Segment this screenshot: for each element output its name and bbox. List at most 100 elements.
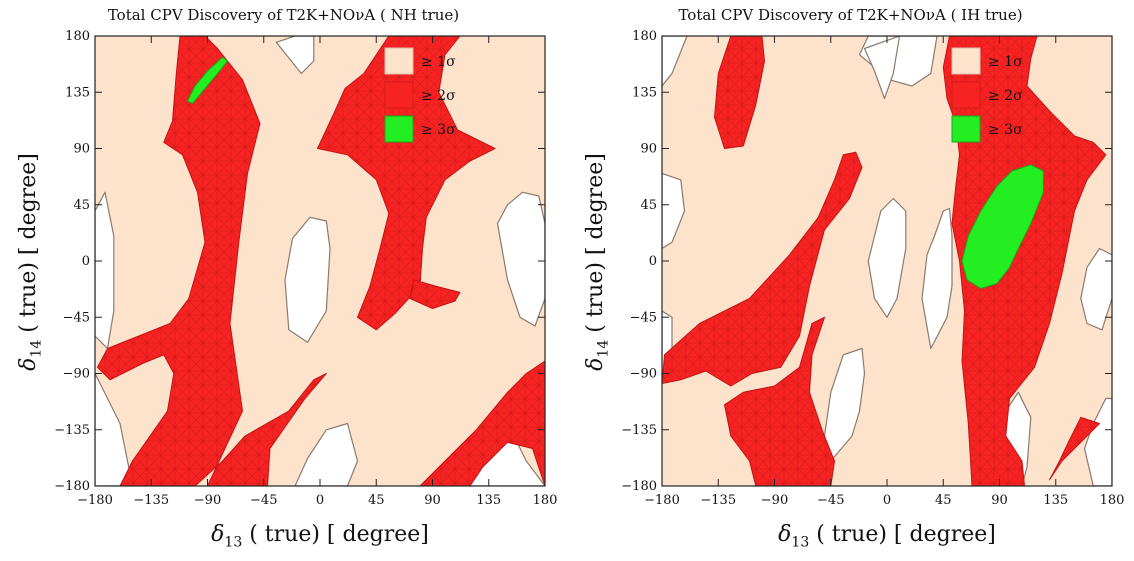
legend-label: ≥ 2σ: [988, 88, 1023, 104]
contour-plot-ih: −180 −135 −90 −45 0 45 90 135 180 −180 −135 −90 −45 0…: [621, 29, 1124, 508]
y-tick-label: 0: [82, 254, 90, 269]
axis-ticks: −180 −135 −90 −45 0 45 90 135 180 −180 −135 −90 −45 0…: [621, 29, 1124, 508]
x-tick-label: 135: [1043, 493, 1068, 508]
x-axis-subscript: 13: [791, 534, 810, 551]
contour-regions: [95, 36, 545, 486]
region-below-1sigma: [662, 172, 686, 250]
region-2sigma: [97, 36, 327, 486]
region-below-1sigma: [1080, 247, 1112, 331]
x-tick-label: −135: [133, 493, 169, 508]
x-axis-symbol: δ: [211, 522, 225, 547]
y-tick-label: −180: [621, 479, 657, 494]
y-tick-label: −135: [54, 423, 90, 438]
y-tick-label: −90: [63, 367, 90, 382]
x-axis-text: ( true) [ degree]: [809, 522, 996, 547]
x-axis-label-nh: δ13 ( true) [ degree]: [95, 522, 545, 550]
region-below-1sigma: [275, 36, 315, 75]
x-axis-text: ( true) [ degree]: [242, 522, 429, 547]
region-2sigma: [1049, 416, 1100, 481]
y-tick-label: 45: [640, 198, 657, 213]
legend-swatch: [384, 81, 414, 109]
x-tick-label: 45: [935, 493, 952, 508]
legend-swatch: [951, 47, 981, 75]
y-axis-subscript: 14: [595, 339, 612, 358]
legend-swatch: [951, 115, 981, 143]
y-tick-label: −180: [54, 479, 90, 494]
region-2sigma: [942, 36, 1107, 486]
y-axis-symbol: δ: [583, 357, 608, 371]
legend: ≥ 1σ ≥ 2σ ≥ 3σ: [384, 47, 456, 143]
contour-regions: [662, 36, 1112, 486]
y-tick-label: 90: [640, 142, 657, 157]
panel-ih: Total CPV Discovery of T2K+NOνA ( IH tru…: [567, 0, 1134, 561]
region-below-1sigma: [284, 216, 331, 343]
region-3sigma: [187, 56, 228, 104]
x-tick-label: −90: [761, 493, 788, 508]
legend-label: ≥ 1σ: [421, 54, 456, 70]
region-below-1sigma: [863, 36, 901, 100]
x-tick-label: 90: [424, 493, 441, 508]
contour-plot-nh: −180 −135 −90 −45 0 45 90 135 180 −180 −135 −90 −45 0…: [54, 29, 557, 508]
chart-title-nh: Total CPV Discovery of T2K+NOνA ( NH tru…: [107, 6, 460, 24]
y-tick-label: 180: [65, 29, 90, 44]
x-tick-label: −180: [77, 493, 113, 508]
legend-label: ≥ 3σ: [988, 122, 1023, 138]
legend-swatch: [951, 81, 981, 109]
x-axis-symbol: δ: [778, 522, 792, 547]
y-tick-label: 45: [73, 198, 90, 213]
region-below-1sigma: [662, 36, 688, 87]
legend-swatch: [384, 47, 414, 75]
y-tick-label: −90: [630, 367, 657, 382]
legend-swatch: [384, 115, 414, 143]
legend: ≥ 1σ ≥ 2σ ≥ 3σ: [951, 47, 1023, 143]
region-below-1sigma: [921, 207, 953, 350]
y-axis-text: ( true) [ degree]: [16, 153, 41, 340]
legend-label: ≥ 2σ: [421, 88, 456, 104]
x-tick-label: 180: [1100, 493, 1125, 508]
y-tick-label: 0: [649, 254, 657, 269]
region-below-1sigma: [95, 372, 134, 486]
y-tick-label: −45: [630, 310, 657, 325]
region-2sigma: [724, 316, 835, 486]
region-2sigma: [662, 151, 863, 387]
axis-ticks: −180 −135 −90 −45 0 45 90 135 180 −180 −135 −90 −45 0…: [54, 29, 557, 508]
region-2sigma: [419, 360, 545, 486]
y-axis-symbol: δ: [16, 357, 41, 371]
x-tick-label: 0: [316, 493, 324, 508]
x-tick-label: 180: [533, 493, 558, 508]
chart-title-ih: Total CPV Discovery of T2K+NOνA ( IH tru…: [678, 6, 1023, 24]
y-tick-label: 90: [73, 142, 90, 157]
y-tick-label: 135: [65, 85, 90, 100]
x-tick-label: −90: [194, 493, 221, 508]
x-tick-label: 90: [991, 493, 1008, 508]
y-tick-label: −45: [63, 310, 90, 325]
x-tick-label: 0: [883, 493, 891, 508]
x-axis-label-ih: δ13 ( true) [ degree]: [662, 522, 1112, 550]
region-2sigma: [409, 279, 461, 309]
y-axis-label-nh: δ14 ( true) [ degree]: [16, 152, 44, 372]
x-tick-label: −135: [700, 493, 736, 508]
legend-label: ≥ 1σ: [988, 54, 1023, 70]
y-axis-subscript: 14: [28, 339, 45, 358]
x-tick-label: −45: [817, 493, 844, 508]
y-tick-label: 135: [632, 85, 657, 100]
y-tick-label: 180: [632, 29, 657, 44]
region-below-1sigma: [823, 347, 866, 462]
x-tick-label: 45: [368, 493, 385, 508]
y-tick-label: −135: [621, 423, 657, 438]
x-tick-label: −45: [250, 493, 277, 508]
panel-nh: Total CPV Discovery of T2K+NOνA ( NH tru…: [16, 6, 557, 550]
region-below-1sigma: [496, 191, 545, 327]
region-3sigma: [961, 164, 1044, 289]
region-below-1sigma: [867, 197, 907, 318]
region-2sigma: [714, 36, 765, 149]
x-tick-label: 135: [476, 493, 501, 508]
x-axis-subscript: 13: [224, 534, 243, 551]
legend-label: ≥ 3σ: [421, 122, 456, 138]
region-below-1sigma: [95, 191, 115, 350]
y-axis-label-ih: δ14 ( true) [ degree]: [583, 152, 611, 372]
x-tick-label: −180: [644, 493, 680, 508]
region-2sigma: [317, 36, 496, 331]
region-below-1sigma: [294, 422, 359, 486]
y-axis-text: ( true) [ degree]: [583, 153, 608, 340]
